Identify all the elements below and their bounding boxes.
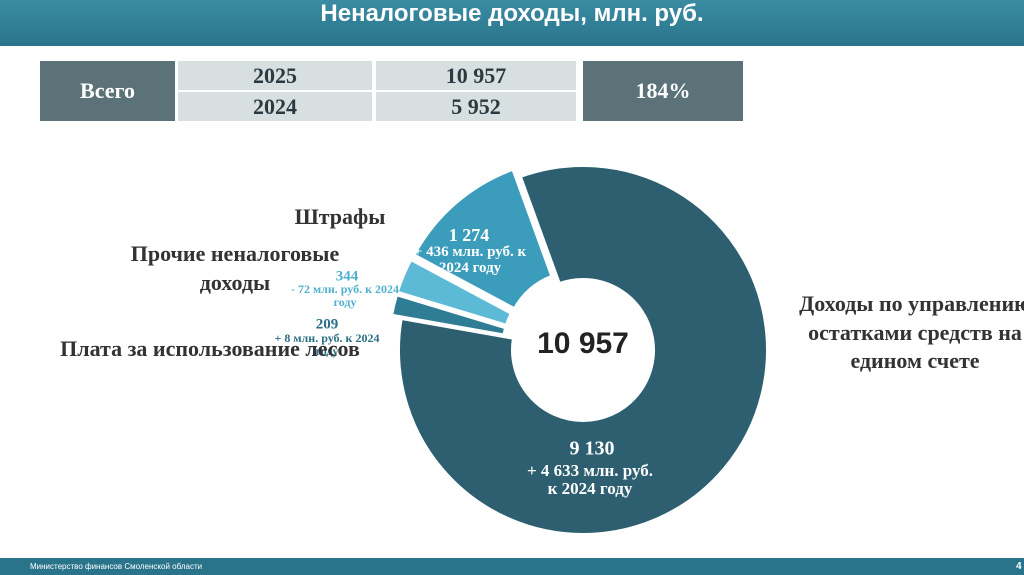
change-label: + 436 млн. руб. к 2024 году (413, 244, 527, 276)
value-label: 9 130 (570, 438, 615, 460)
donut-segment (394, 256, 515, 329)
footer-bar (0, 558, 1024, 575)
donut-segment (410, 166, 556, 313)
change-label: + 4 633 млн. руб. к 2024 году (526, 461, 654, 498)
title: Неналоговые доходы, млн. руб. (320, 0, 704, 27)
change-label: + 8 млн. руб. к 2024 году (274, 331, 380, 358)
total-label: Всего (40, 61, 175, 121)
amount: 5 952 (376, 92, 576, 121)
amount: 10 957 (376, 61, 576, 90)
ratio: 184% (583, 61, 743, 121)
page-number: 4 (1016, 561, 1022, 572)
category-label: Штрафы (294, 204, 386, 229)
category-label: Доходы по управлению остатками средств н… (799, 291, 1024, 374)
year: 2025 (178, 61, 372, 90)
center-label: 10 957 (537, 327, 629, 360)
value-label: 209 (316, 316, 339, 332)
year: 2024 (178, 92, 372, 121)
title-bar (0, 0, 1024, 46)
donut-segment (396, 163, 770, 537)
footer-text: Министерство финансов Смоленской области (30, 562, 203, 571)
change-label: - 72 млн. руб. к 2024 году (290, 282, 400, 309)
category-label: Плата за использование лесов (60, 336, 360, 361)
value-label: 344 (336, 268, 359, 284)
value-label: 1 274 (449, 225, 490, 245)
category-label: Прочие неналоговые доходы (130, 241, 340, 295)
